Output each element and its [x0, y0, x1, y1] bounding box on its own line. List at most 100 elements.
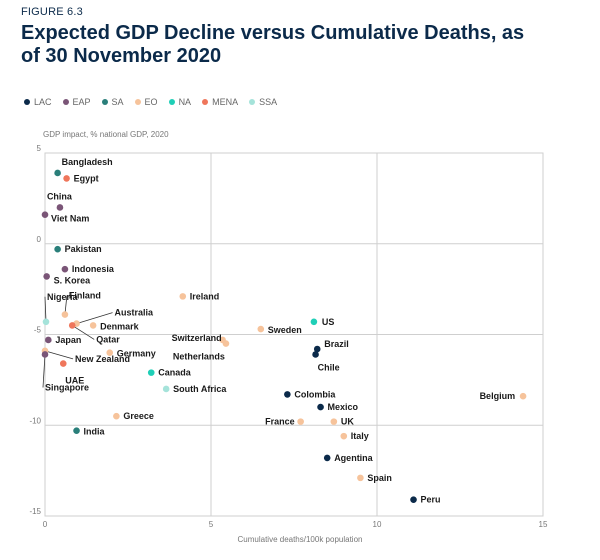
leader-nigeria [44, 296, 47, 322]
label-ireland: Ireland [190, 291, 220, 301]
points [41, 169, 527, 503]
legend-dot [62, 99, 69, 105]
legend-item-na: NA [168, 97, 192, 107]
legend-dot [249, 99, 256, 105]
legend-label: SA [111, 97, 124, 107]
legend-label: SSA [259, 97, 278, 107]
label-egypt: Egypt [74, 173, 99, 183]
point-ireland [179, 293, 187, 300]
legend-label: LAC [34, 97, 52, 107]
y-tick-label: -15 [29, 507, 41, 516]
legend-dot [24, 99, 30, 105]
point-colombia [284, 391, 291, 398]
label-sweden: Sweden [268, 325, 302, 335]
point-peru [410, 496, 417, 503]
label-switzerland: Switzerland [172, 333, 222, 343]
legend-item-mena: MENA [202, 97, 238, 107]
point-uk [330, 418, 338, 425]
label-greece: Greece [123, 411, 154, 421]
point-s-korea [43, 273, 50, 280]
label-uk: UK [341, 417, 354, 427]
label-finland: Finland [69, 291, 101, 301]
label-viet-nam: Viet Nam [51, 214, 89, 224]
y-axis-label: GDP impact, % national GDP, 2020 [43, 130, 169, 139]
legend: LAC EAP SA EO NA MENA SSA [24, 97, 277, 107]
point-agentina [323, 454, 331, 462]
point-viet-nam [41, 211, 49, 219]
legend-item-eo: EO [134, 97, 158, 107]
legend-dot [134, 99, 141, 105]
label-china: China [47, 191, 73, 201]
label-canada: Canada [158, 368, 192, 378]
point-uae [59, 360, 67, 367]
label-indonesia: Indonesia [72, 264, 115, 274]
point-canada [147, 369, 155, 376]
y-tick-label: -10 [29, 416, 41, 425]
legend-item-eap: EAP [62, 97, 91, 107]
legend-dot [202, 99, 209, 105]
label-bangladesh: Bangladesh [62, 157, 113, 167]
point-pakistan [54, 245, 61, 253]
point-china [56, 204, 64, 211]
x-tick-label: 5 [209, 520, 214, 529]
label-agentina: Agentina [334, 453, 373, 463]
label-colombia: Colombia [294, 389, 336, 399]
y-tick-label: 5 [37, 144, 42, 153]
point-belgium [519, 392, 527, 400]
point-brazil [313, 345, 321, 353]
label-brazil: Brazil [324, 339, 349, 349]
label-italy: Italy [351, 431, 369, 441]
legend-label: NA [178, 97, 192, 107]
point-japan [45, 336, 52, 344]
x-tick-label: 15 [539, 520, 548, 529]
point-nigeria [42, 318, 50, 326]
label-pakistan: Pakistan [65, 244, 102, 254]
point-spain [357, 474, 364, 482]
label-germany: Germany [117, 349, 156, 359]
point-sweden [257, 325, 265, 333]
label-qatar: Qatar [96, 334, 120, 344]
point-greece [113, 412, 120, 420]
chart-title: Expected GDP Decline versus Cumulative D… [21, 22, 525, 67]
legend-label: EAP [72, 97, 91, 107]
point-denmark [89, 322, 97, 329]
ticks: 0 5 10 15 5 0 -5 -10 -15 [29, 144, 548, 529]
label-japan: Japan [55, 335, 81, 345]
label-belgium: Belgium [480, 391, 516, 401]
label-s-korea: S. Korea [54, 275, 92, 285]
point-india [73, 427, 80, 434]
legend-item-ssa: SSA [249, 97, 277, 107]
label-mexico: Mexico [328, 402, 359, 412]
x-tick-label: 0 [43, 520, 48, 529]
legend-dot [168, 99, 175, 105]
y-tick-label: -5 [34, 326, 42, 335]
label-australia: Australia [115, 308, 155, 318]
label-denmark: Denmark [100, 321, 140, 331]
leader-new-zealand [44, 350, 74, 360]
legend-item-lac: LAC [24, 97, 52, 107]
leader-australia [76, 312, 113, 324]
x-tick-label: 10 [373, 520, 382, 529]
label-netherlands: Netherlands [173, 352, 225, 362]
legend-label: MENA [212, 97, 239, 107]
point-germany [106, 349, 114, 356]
point-egypt [63, 175, 70, 182]
point-mexico [317, 403, 324, 411]
label-south-africa: South Africa [173, 384, 227, 394]
legend-dot [101, 99, 108, 105]
label-uae: UAE [65, 376, 84, 386]
point-france [297, 418, 304, 425]
point-south-africa [162, 385, 170, 393]
point-qatar [68, 322, 76, 329]
label-india: India [84, 427, 106, 437]
y-tick-label: 0 [37, 235, 42, 244]
label-spain: Spain [367, 473, 392, 483]
point-finland [61, 311, 69, 318]
figure-label: FIGURE 6.3 [21, 6, 83, 18]
legend-label: EO [144, 97, 158, 107]
label-peru: Peru [421, 495, 441, 505]
label-us: US [322, 317, 335, 327]
point-netherlands [222, 340, 230, 347]
